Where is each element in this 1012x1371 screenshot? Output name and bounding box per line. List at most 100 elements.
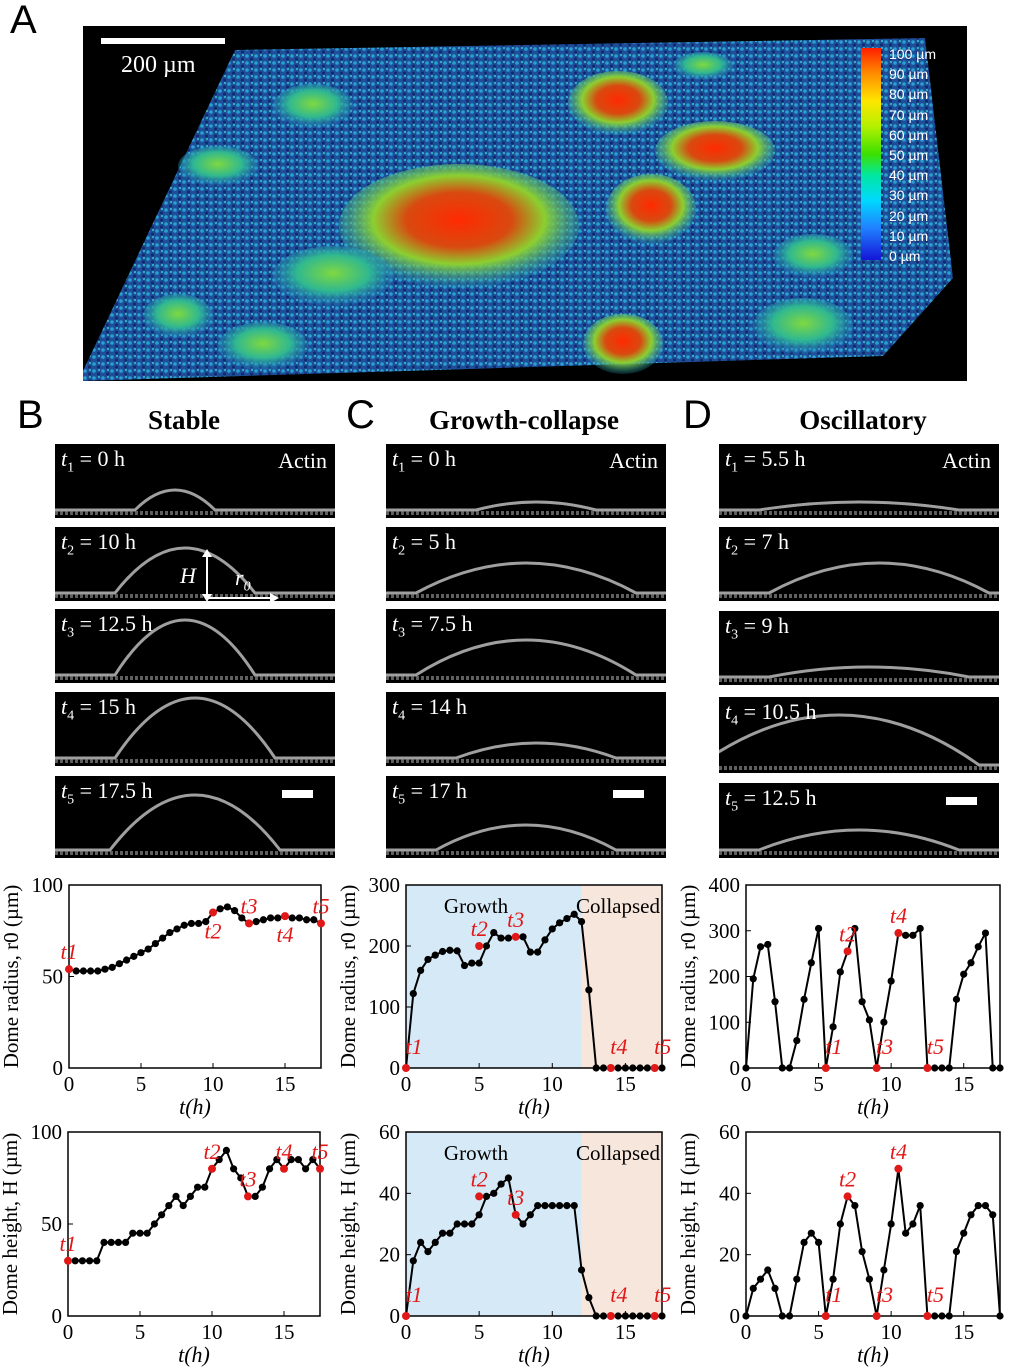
y-tick-label: 200 xyxy=(709,965,741,989)
data-point xyxy=(273,1156,281,1164)
data-point xyxy=(909,1220,917,1228)
radius-symbol: r0 xyxy=(235,565,251,595)
colorbar-tick-label: 0 µm xyxy=(889,248,921,264)
highlight-label: t4 xyxy=(275,1139,292,1164)
kymo-scalebar xyxy=(282,790,313,798)
dome-outline xyxy=(719,561,999,595)
data-point xyxy=(548,1202,556,1210)
y-tick-label: 60 xyxy=(719,1120,740,1144)
dome-outline xyxy=(719,665,999,679)
x-tick-label: 15 xyxy=(275,1072,296,1096)
kymo-scalebar xyxy=(946,797,977,805)
data-point xyxy=(756,1275,765,1283)
data-point xyxy=(468,1220,476,1228)
data-point xyxy=(526,948,534,956)
kymo-scalebar xyxy=(613,790,644,798)
data-point xyxy=(172,1192,180,1200)
panel-letter-c: C xyxy=(346,393,375,437)
data-point xyxy=(258,1183,266,1191)
timepoint-label: t1 = 5.5 h xyxy=(725,446,806,476)
x-axis-label: t(h) xyxy=(178,1342,210,1367)
colorbar-tick-label: 80 µm xyxy=(889,86,929,103)
data-point xyxy=(504,934,512,942)
data-point xyxy=(621,1064,630,1072)
data-point xyxy=(749,975,757,983)
colorbar-tick-label: 100 µm xyxy=(889,46,936,62)
dome-outline xyxy=(386,638,666,677)
data-point xyxy=(865,1016,873,1024)
data-point xyxy=(800,1238,808,1246)
data-point xyxy=(230,1165,238,1173)
data-point xyxy=(460,961,469,970)
highlight-label: t1 xyxy=(825,1034,842,1059)
timepoint-label: t2 = 5 h xyxy=(392,529,457,559)
y-tick-label: 20 xyxy=(719,1243,740,1267)
data-point xyxy=(309,1156,317,1164)
data-point xyxy=(202,918,210,926)
data-point xyxy=(482,942,491,950)
y-tick-label: 50 xyxy=(42,965,63,989)
panel-letter-a: A xyxy=(10,0,37,42)
title-stable: Stable xyxy=(147,405,220,435)
data-point xyxy=(107,1238,115,1246)
y-tick-label: 100 xyxy=(32,873,64,897)
x-axis-label: t(h) xyxy=(518,1342,550,1367)
kymograph-frame: t1 = 0 h Actin xyxy=(386,444,666,518)
data-point xyxy=(130,952,138,960)
plot-frame xyxy=(68,884,322,1069)
data-point xyxy=(108,963,116,971)
data-point xyxy=(829,1275,837,1283)
data-point xyxy=(136,1229,144,1237)
highlight-point xyxy=(475,1192,484,1201)
timepoint-label: t5 = 17.5 h xyxy=(61,778,153,808)
highlight-label: t1 xyxy=(60,939,77,964)
data-point xyxy=(548,925,556,933)
data-point xyxy=(431,951,439,959)
highlight-label: t5 xyxy=(312,893,329,918)
data-point xyxy=(931,1064,939,1072)
timepoint-label: t4 = 15 h xyxy=(61,694,137,724)
data-point xyxy=(137,949,145,957)
colorbar-tick-label: 20 µm xyxy=(889,207,929,224)
data-point xyxy=(526,1211,534,1219)
data-point xyxy=(829,1023,837,1031)
highlight-label: t2 xyxy=(839,921,856,946)
data-point xyxy=(201,1183,209,1191)
data-point xyxy=(151,939,159,948)
highlight-point xyxy=(872,1312,881,1320)
data-point xyxy=(909,931,917,939)
highlight-label: t1 xyxy=(825,1282,842,1307)
data-point xyxy=(629,1312,637,1320)
data-point xyxy=(446,1229,454,1237)
data-point xyxy=(974,943,982,951)
data-point xyxy=(541,1202,549,1210)
kymograph-frame: t3 = 12.5 h xyxy=(55,609,335,683)
data-point xyxy=(238,914,246,922)
colorbar-tick-label: 40 µm xyxy=(889,167,929,184)
dome-outline xyxy=(55,696,335,760)
kymograph-frame: t5 = 17 h xyxy=(386,776,666,858)
top-scalebar xyxy=(101,38,225,44)
kymograph-frame: t4 = 10.5 h xyxy=(719,697,999,773)
kymograph-frame: t4 = 14 h xyxy=(386,692,666,766)
region-label: Collapsed xyxy=(576,894,660,918)
data-point xyxy=(150,1220,158,1228)
dome-outline xyxy=(55,618,335,677)
highlight-label: t1 xyxy=(405,1282,422,1307)
kymograph-frame: t2 = 7 h xyxy=(719,527,999,601)
data-point xyxy=(216,905,224,913)
highlight-label: t5 xyxy=(311,1139,328,1164)
data-point xyxy=(231,907,239,915)
y-tick-label: 300 xyxy=(709,919,741,943)
data-point xyxy=(288,914,296,922)
data-point xyxy=(497,934,505,942)
highlight-label: t3 xyxy=(240,893,257,918)
data-point xyxy=(974,1202,982,1210)
data-point xyxy=(556,919,564,927)
data-point xyxy=(195,919,203,928)
timepoint-label: t1 = 0 h xyxy=(392,446,457,476)
highlight-label: t2 xyxy=(471,1166,488,1191)
x-tick-label: 15 xyxy=(274,1320,295,1344)
data-point xyxy=(793,1275,801,1283)
